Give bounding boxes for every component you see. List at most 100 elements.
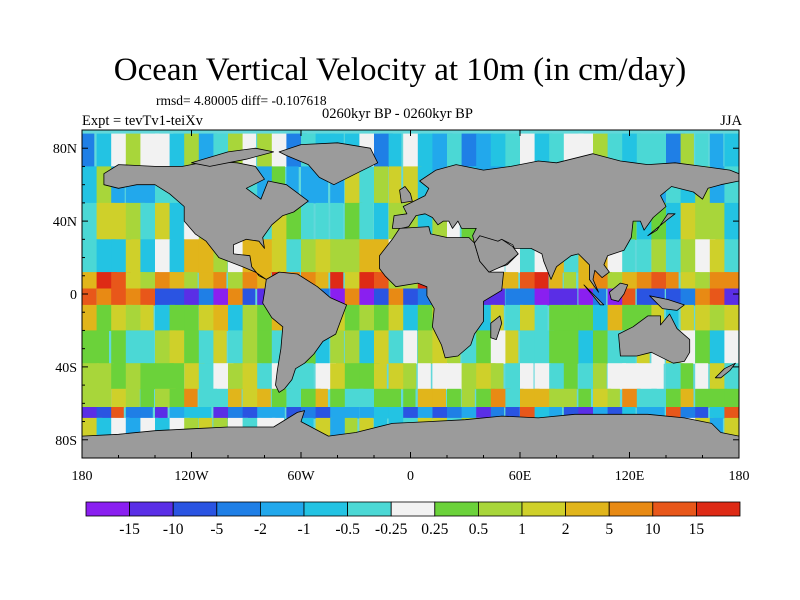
field-cell [724,288,739,306]
field-cell [534,407,553,419]
field-cell [169,202,184,240]
field-cell [563,388,577,408]
land-masses [82,142,739,458]
field-cell [622,133,641,167]
latitude-axis: 80N 40N 0 40S 80S [53,129,739,459]
field-cell [432,407,450,419]
field-cell [695,288,715,306]
greenland-landmass [278,142,379,186]
field-cell [709,304,725,331]
field-cell [432,363,448,390]
field-cell [140,133,160,167]
period-label: 0260kyr BP - 0260kyr BP [322,106,473,122]
south-america-landmass [262,271,347,393]
field-cell [213,272,227,290]
field-cell [607,304,624,331]
field-cell [271,133,290,167]
field-cell [403,288,419,306]
field-cell [666,133,686,167]
field-cell [140,304,154,331]
antarctica-landmass [82,410,739,458]
field-cell [111,202,129,240]
field-cell [505,388,524,408]
field-cell [228,304,246,331]
field-cell [242,388,259,408]
field-cell [344,239,363,273]
field-cell [184,239,203,273]
field-cell [169,330,185,364]
field-cell [125,133,141,167]
colorbar-swatch [259,501,305,517]
field-cell [257,330,277,364]
lon-tick-label: 0 [407,469,414,484]
colorbar-label: -10 [163,521,184,538]
uk-landmass [399,186,413,204]
field-cell [403,330,417,364]
field-cell [198,304,218,331]
colorbar-label: -15 [119,521,140,538]
field-cell [315,239,334,273]
field-cell [709,288,727,306]
field-cell [447,388,461,408]
field-cell [96,239,116,273]
field-cell [607,388,620,408]
field-cell [155,133,174,167]
field-cell [184,388,198,408]
field-cell [388,288,407,306]
field-cell [111,133,130,167]
colorbar-label: 5 [605,521,613,538]
field-cell [666,239,684,273]
colorbar-label: 15 [689,521,705,538]
lon-tick-label: 120E [615,469,645,484]
field-cell [374,133,393,167]
field-cell [301,363,314,390]
field-cell [505,363,523,390]
field-cell [651,407,665,419]
field-cell [388,363,405,390]
field-cell [680,388,694,408]
field-cell [330,202,344,240]
field-cell [213,407,234,419]
field-cell [301,202,314,240]
field-cell [476,407,496,419]
australia-landmass [618,313,691,364]
field-cell [695,363,709,390]
field-cell [374,407,390,419]
field-cell [695,304,714,331]
field-cell [140,407,153,419]
field-cell [344,388,364,408]
field-cell [271,407,285,419]
field-cell [388,407,409,419]
field-cell [417,388,435,408]
field-cell [680,304,694,331]
field-cell [344,330,364,364]
field-cell [695,202,711,240]
field-cell [593,272,612,290]
field-cell [651,133,667,167]
field-cell [242,407,261,419]
colorbar-swatch [565,501,610,517]
field-cell [578,304,595,331]
colorbar-label: -0.5 [335,521,360,538]
field-cell [242,330,258,364]
field-cell [549,407,563,419]
field-cell [403,388,416,408]
field-cell [403,407,424,419]
field-cell [563,272,577,290]
field-cell [169,288,189,306]
colorbar: -15 -10 -5 -2 -1 -0.5 -0.25 0.25 0.5 1 2 5 10 15 [85,501,741,538]
field-cell [82,202,99,240]
field-cell [388,166,402,204]
lon-tick-label: 180 [72,469,93,484]
field-cell [680,202,699,240]
field-cell [388,133,402,167]
field-cell [96,363,115,390]
field-cell [169,407,188,419]
field-cell [520,133,536,167]
lat-tick-label: 80S [55,434,77,449]
field-cell [82,304,100,331]
field-cell [622,288,636,306]
field-cell [330,272,344,290]
field-cell [563,407,584,419]
field-cell [607,407,629,419]
